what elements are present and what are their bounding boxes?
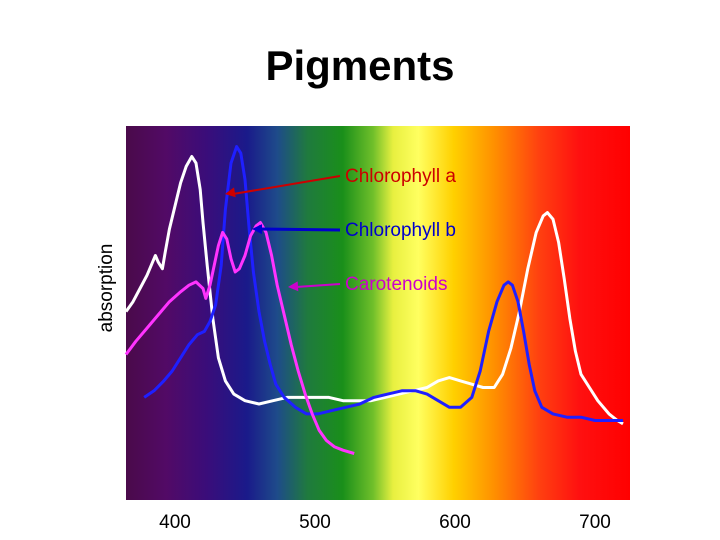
annotation-arrow-carotenoids — [295, 283, 341, 288]
series-layer — [124, 145, 624, 455]
annotation-label-carotenoids: Carotenoids — [345, 274, 447, 295]
x-tick-label: 500 — [299, 512, 331, 533]
x-tick-label: 700 — [579, 512, 611, 533]
annotation-label-chlorophyll-a: Chlorophyll a — [345, 166, 456, 187]
spectrum-background — [126, 126, 630, 500]
series-line-carotenoids — [124, 221, 355, 455]
annotation-arrow-chlorophyll-b — [259, 227, 341, 232]
annotation-arrowhead-carotenoids — [288, 281, 299, 292]
annotation-layer: Chlorophyll a Chlorophyll b Carotenoids — [225, 166, 456, 295]
x-tick-labels: 400 500 600 700 — [159, 512, 611, 533]
annotation-label-chlorophyll-b: Chlorophyll b — [345, 220, 456, 241]
annotation-arrowhead-chlorophyll-b — [252, 224, 263, 235]
annotation-arrowhead-chlorophyll-a — [225, 187, 236, 198]
series-line-chlorophyll-a — [124, 155, 624, 426]
y-axis-label: absorption — [96, 244, 117, 333]
x-tick-label: 600 — [439, 512, 471, 533]
annotation-arrow-chlorophyll-a — [232, 175, 341, 195]
slide-title: Pigments — [265, 42, 455, 89]
series-line-chlorophyll-b — [143, 145, 623, 422]
x-tick-label: 400 — [159, 512, 191, 533]
